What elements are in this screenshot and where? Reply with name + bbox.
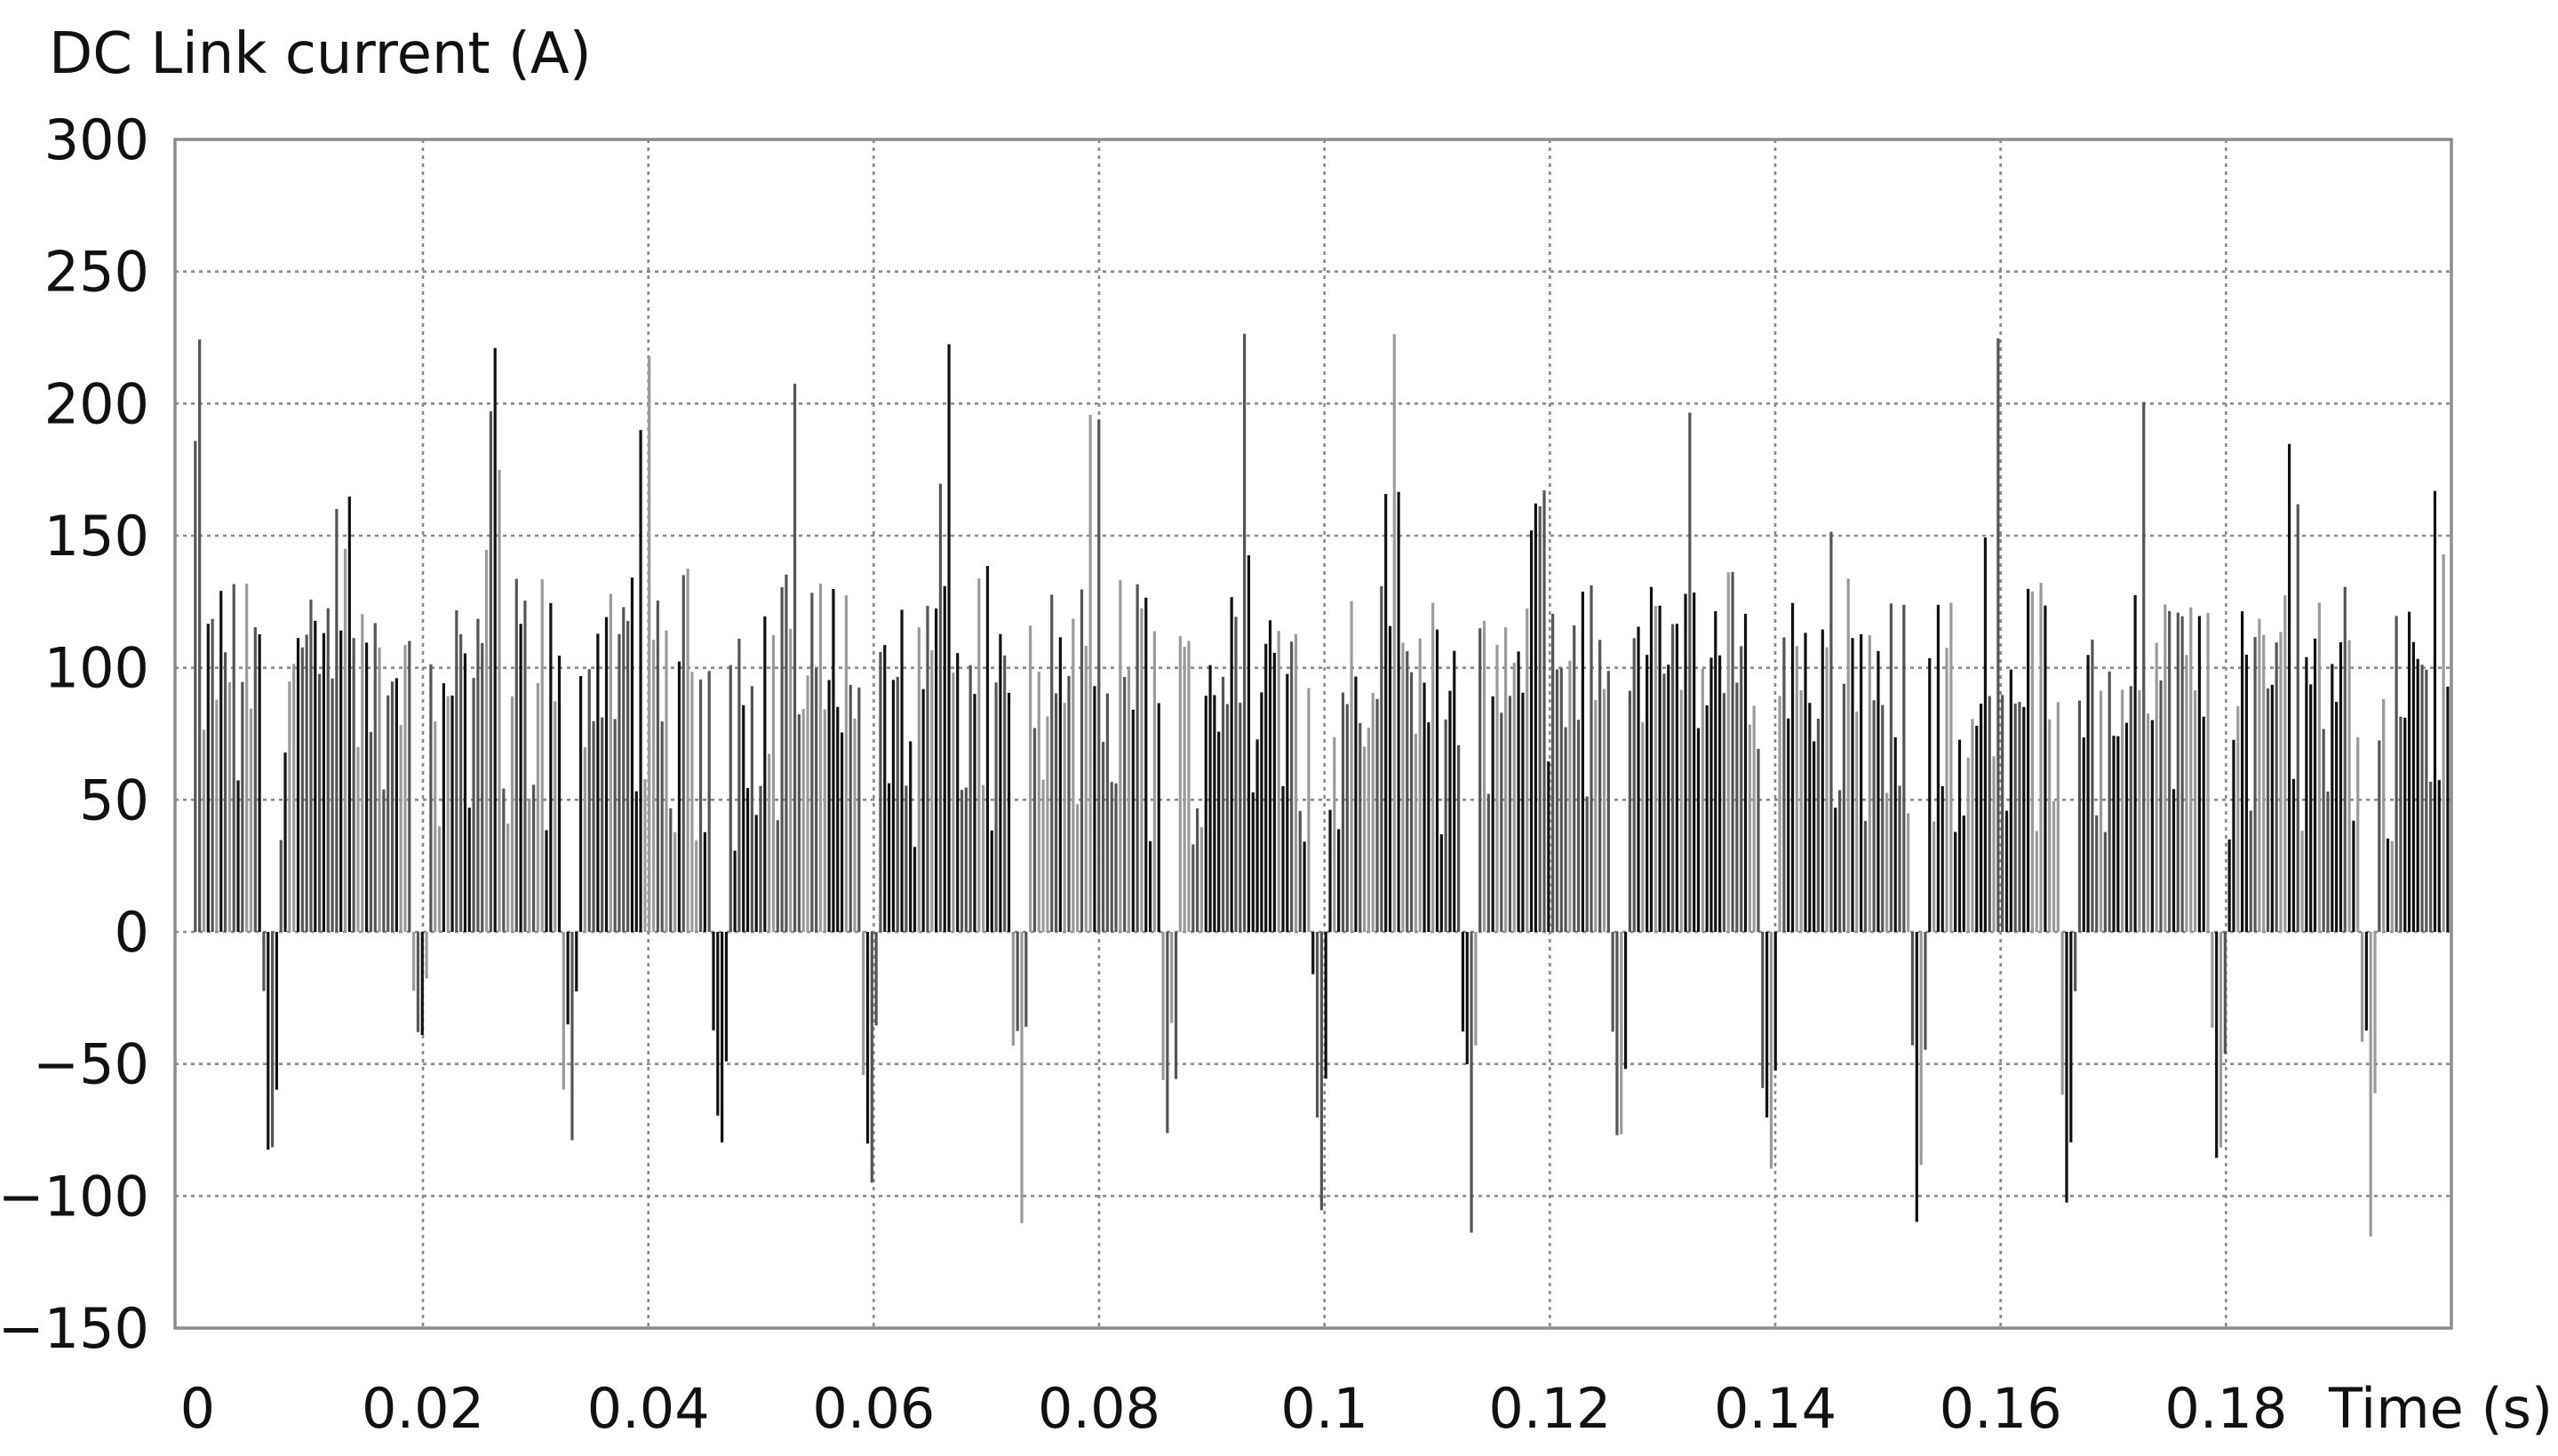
y-tick-label: 300 — [44, 107, 149, 172]
y-tick-label: 100 — [44, 636, 149, 701]
x-tick-label: 0.06 — [812, 1376, 935, 1441]
x-tick-label: 0.1 — [1280, 1376, 1368, 1441]
y-tick-label: −50 — [33, 1032, 149, 1097]
y-axis-label: DC Link current (A) — [49, 21, 592, 87]
x-tick-label: 0.02 — [362, 1376, 484, 1441]
x-axis-label: Time (s) — [2328, 1376, 2553, 1441]
y-tick-label: 150 — [44, 504, 149, 569]
x-tick-labels: 0 0.02 0.04 0.06 0.08 0.1 0.12 0.14 0.16 0.18 — [180, 1376, 2288, 1441]
y-tick-labels: 300 250 200 150 100 50 0 −50 −100 −150 — [0, 107, 149, 1361]
x-tick-label: 0.04 — [587, 1376, 710, 1441]
y-tick-label: 0 — [115, 900, 149, 965]
y-tick-label: 200 — [44, 371, 149, 436]
plot-frame — [173, 138, 2453, 1330]
y-tick-label: 250 — [44, 240, 149, 305]
current-waveform — [194, 333, 2450, 1237]
x-tick-label: 0 — [180, 1376, 215, 1441]
x-tick-label: 0.08 — [1038, 1376, 1160, 1441]
x-tick-label: 0.14 — [1714, 1376, 1837, 1441]
x-tick-label: 0.16 — [1940, 1376, 2062, 1441]
x-tick-label: 0.18 — [2164, 1376, 2287, 1441]
y-tick-label: 50 — [79, 768, 149, 832]
y-tick-label: −100 — [0, 1164, 149, 1229]
x-tick-label: 0.12 — [1488, 1376, 1611, 1441]
y-tick-label: −150 — [0, 1296, 149, 1361]
